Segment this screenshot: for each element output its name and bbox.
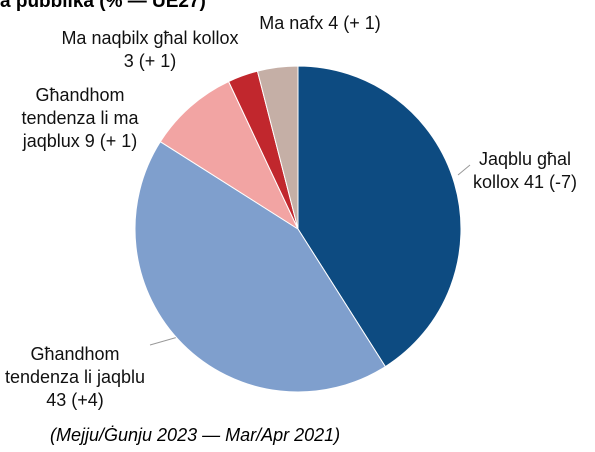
chart-subtitle: (Mejju/Ġunju 2023 — Mar/Apr 2021) (50, 425, 341, 445)
slice-name: Għandhom tendenza li jaqblu (4, 344, 146, 387)
leader-line (457, 164, 471, 176)
slice-label: Għandhom tendenza li ma jaqblux 9 (+ 1) (0, 84, 160, 153)
slice-name: Jaqblu għal kollox (472, 149, 572, 192)
slice-name: Għandhom tendenza li ma jaqblux (21, 85, 139, 151)
slice-value: 41 (-7) (524, 172, 578, 192)
slice-label: Għandhom tendenza li jaqblu 43 (+4) (0, 343, 150, 412)
pie-slice (297, 65, 462, 368)
slice-label: Ma nafx 4 (+ 1) (250, 12, 390, 35)
slice-value: 9 (+ 1) (84, 131, 138, 151)
slice-label: Jaqblu għal kollox 41 (-7) (455, 148, 595, 194)
chart-title: a pubblika (% — UE27) (0, 0, 206, 12)
pie-slice (134, 140, 387, 393)
pie-slice (256, 65, 299, 230)
slice-name: Ma nafx (259, 13, 324, 33)
slice-label: Ma naqbilx għal kollox 3 (+ 1) (55, 27, 245, 73)
slice-name: Ma naqbilx għal kollox (61, 28, 239, 48)
slice-value: 4 (+ 1) (328, 13, 381, 33)
slice-value: 43 (+4) (46, 390, 104, 410)
pie-slice (159, 80, 300, 231)
slice-value: 3 (+ 1) (123, 51, 177, 71)
